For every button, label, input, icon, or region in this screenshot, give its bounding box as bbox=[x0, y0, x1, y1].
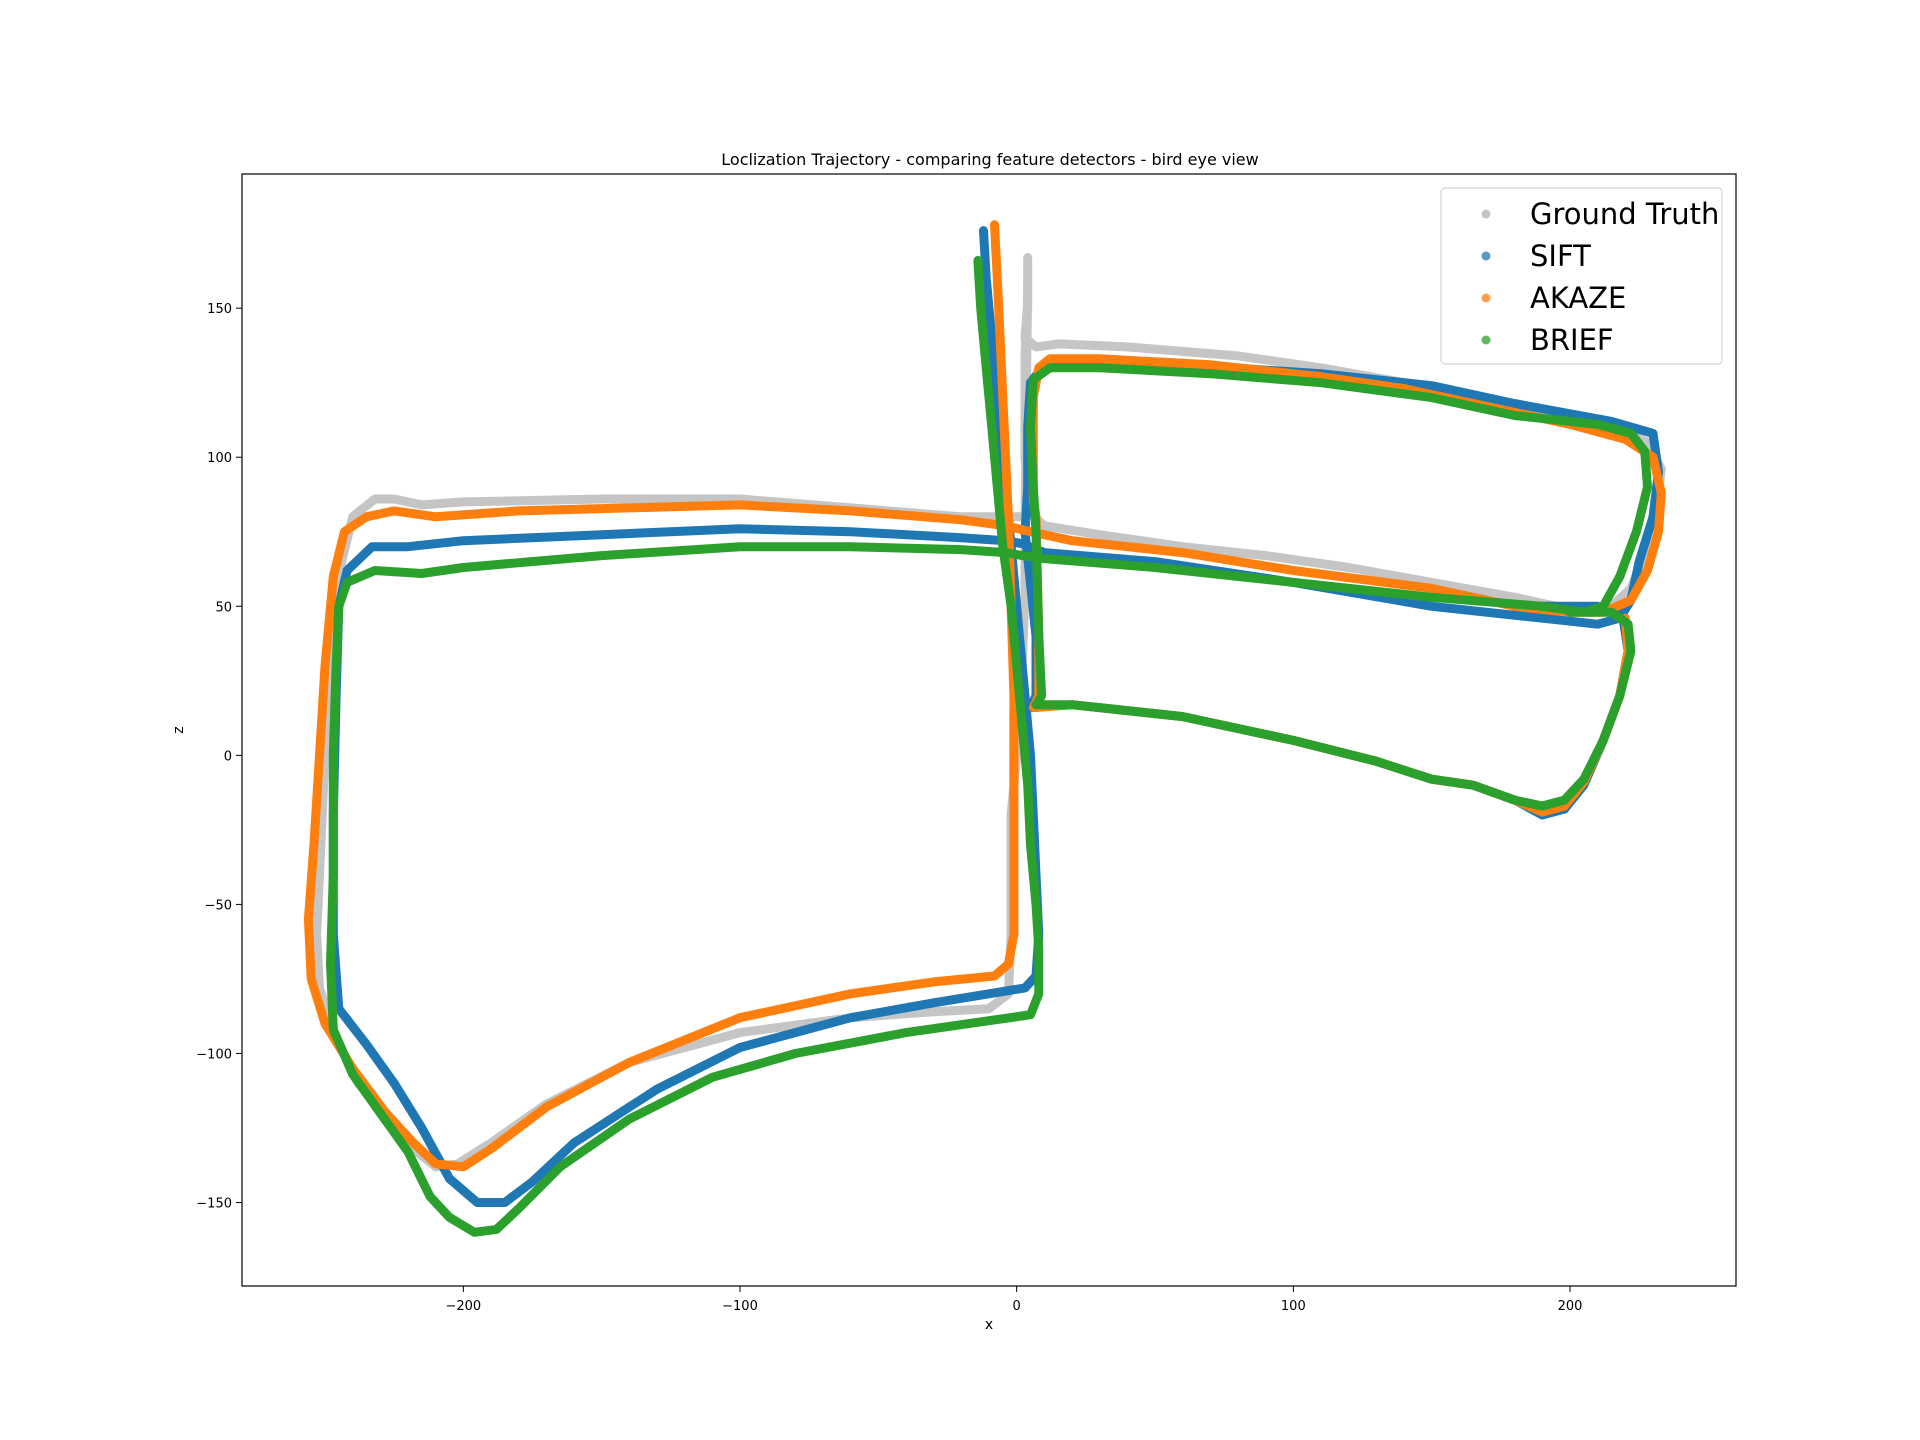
legend-label-brief: BRIEF bbox=[1530, 323, 1614, 357]
x-tick-label: −200 bbox=[445, 1299, 481, 1314]
y-tick-label: −100 bbox=[196, 1047, 232, 1062]
legend-label-sift: SIFT bbox=[1530, 239, 1591, 273]
legend-marker-ground-truth bbox=[1481, 209, 1491, 219]
chart-title: Loclization Trajectory - comparing featu… bbox=[721, 150, 1258, 169]
x-axis-label: x bbox=[985, 1317, 993, 1333]
plot-data bbox=[303, 220, 1666, 1237]
legend-marker-brief bbox=[1481, 335, 1491, 345]
legend: Ground Truth SIFT AKAZE BRIEF bbox=[1440, 187, 1723, 365]
trajectory-brief bbox=[326, 256, 1652, 1237]
y-tick-label: 0 bbox=[224, 749, 232, 764]
legend-box bbox=[1440, 187, 1723, 365]
x-tick-label: −100 bbox=[722, 1299, 758, 1314]
x-tick-label: 0 bbox=[1013, 1299, 1021, 1314]
plot-area-frame bbox=[241, 173, 1737, 1287]
legend-label-akaze: AKAZE bbox=[1530, 281, 1626, 315]
x-tick-label: 100 bbox=[1281, 1299, 1306, 1314]
y-tick-label: −50 bbox=[205, 898, 232, 913]
y-tick-label: 100 bbox=[207, 451, 232, 466]
legend-marker-akaze bbox=[1481, 293, 1491, 303]
legend-label-ground-truth: Ground Truth bbox=[1530, 197, 1719, 231]
y-tick-label: 150 bbox=[207, 302, 232, 317]
y-axis: −150 −100 −50 0 50 100 150 bbox=[196, 302, 242, 1212]
y-tick-label: −150 bbox=[196, 1197, 232, 1212]
x-tick-label: 200 bbox=[1558, 1299, 1583, 1314]
x-axis: −200 −100 0 100 200 bbox=[445, 1286, 1582, 1314]
legend-marker-sift bbox=[1481, 251, 1491, 261]
y-tick-label: 50 bbox=[215, 600, 232, 615]
y-axis-label: z bbox=[171, 726, 187, 733]
